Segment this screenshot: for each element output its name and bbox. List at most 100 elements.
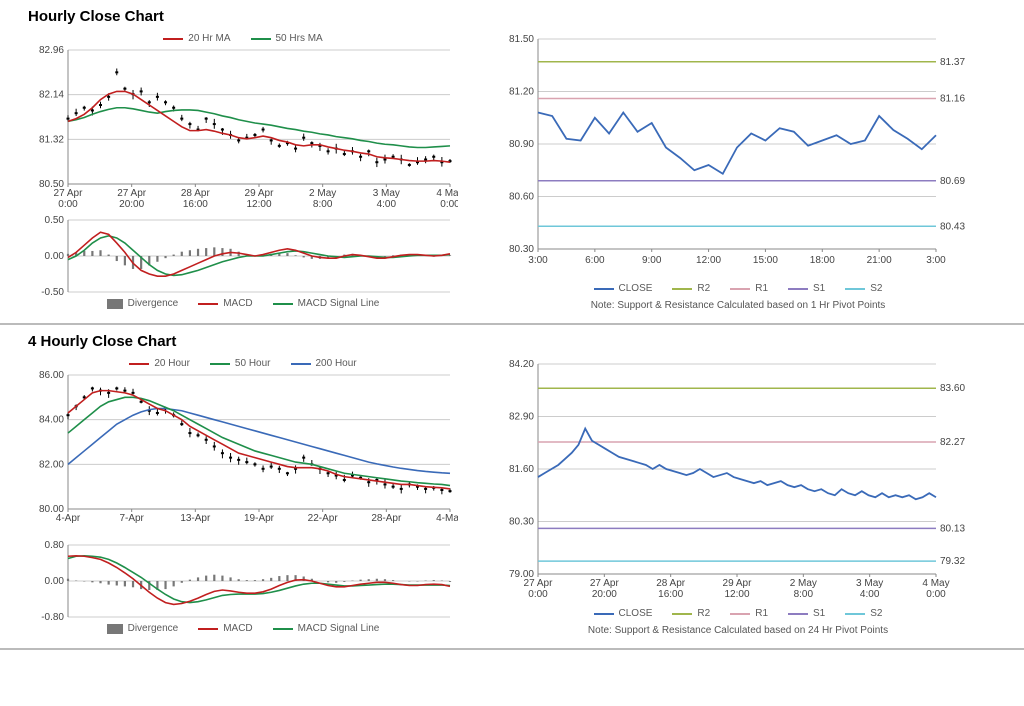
svg-text:4-Apr: 4-Apr [56, 513, 81, 524]
legend-item: MACD Signal Line [273, 298, 380, 309]
svg-text:8:00: 8:00 [313, 199, 333, 210]
svg-text:20:00: 20:00 [119, 199, 144, 210]
svg-text:3 May: 3 May [856, 578, 883, 589]
svg-text:27 Apr: 27 Apr [524, 578, 554, 589]
legend-swatch [730, 613, 750, 615]
svg-text:82.00: 82.00 [39, 459, 64, 470]
svg-text:9:00: 9:00 [642, 255, 662, 266]
svg-text:27 Apr: 27 Apr [117, 188, 147, 199]
svg-text:16:00: 16:00 [183, 199, 208, 210]
legend-label: MACD Signal Line [298, 623, 380, 634]
svg-text:27 Apr: 27 Apr [590, 578, 620, 589]
svg-text:15:00: 15:00 [753, 255, 778, 266]
legend-label: CLOSE [619, 608, 653, 619]
legend-item: 200 Hour [291, 358, 357, 369]
hourly-macd-legend: DivergenceMACDMACD Signal Line [28, 296, 458, 311]
legend-item: S2 [845, 283, 882, 294]
svg-text:8:00: 8:00 [794, 589, 814, 600]
svg-text:3:00: 3:00 [528, 255, 548, 266]
svg-text:84.20: 84.20 [509, 359, 534, 370]
four-hourly-panel: 4 Hourly Close Chart 20 Hour50 Hour200 H… [0, 325, 1024, 650]
svg-text:6:00: 6:00 [585, 255, 605, 266]
legend-item: MACD Signal Line [273, 623, 380, 634]
legend-swatch [251, 38, 271, 40]
hourly-sr-chart: 80.3080.6080.9081.2081.503:006:009:0012:… [498, 31, 978, 281]
legend-swatch [273, 303, 293, 305]
legend-item: 50 Hrs MA [251, 33, 323, 44]
svg-text:16:00: 16:00 [658, 589, 683, 600]
svg-text:81.60: 81.60 [509, 464, 534, 475]
four-hourly-title: 4 Hourly Close Chart [28, 333, 1018, 350]
legend-label: MACD [223, 623, 252, 634]
svg-text:13-Apr: 13-Apr [180, 513, 211, 524]
legend-item: MACD [198, 623, 252, 634]
legend-item: 20 Hour [129, 358, 190, 369]
hourly-main-legend: 20 Hr MA 50 Hrs MA [28, 31, 458, 46]
legend-swatch [107, 624, 123, 634]
svg-text:0.00: 0.00 [45, 576, 65, 587]
svg-text:21:00: 21:00 [867, 255, 892, 266]
legend-item: 20 Hr MA [163, 33, 230, 44]
svg-text:82.90: 82.90 [509, 412, 534, 423]
svg-text:29 Apr: 29 Apr [723, 578, 753, 589]
legend-label: S2 [870, 608, 882, 619]
legend-item: R2 [672, 283, 710, 294]
svg-text:81.20: 81.20 [509, 87, 534, 98]
svg-text:82.14: 82.14 [39, 90, 64, 101]
svg-text:79.32: 79.32 [940, 556, 965, 567]
svg-text:80.69: 80.69 [940, 176, 965, 187]
hourly-main-chart: 80.5081.3282.1482.9627 Apr0:0027 Apr20:0… [28, 46, 458, 216]
svg-text:12:00: 12:00 [696, 255, 721, 266]
svg-text:81.16: 81.16 [940, 94, 965, 105]
hourly-sr-note: Note: Support & Resistance Calculated ba… [498, 300, 978, 311]
legend-swatch [730, 288, 750, 290]
four-hourly-macd-chart: -0.800.000.80 [28, 541, 458, 621]
legend-label: 50 Hrs MA [276, 33, 323, 44]
svg-text:82.27: 82.27 [940, 437, 965, 448]
svg-text:0:00: 0:00 [926, 589, 946, 600]
svg-text:18:00: 18:00 [810, 255, 835, 266]
hourly-row: 20 Hr MA 50 Hrs MA 80.5081.3282.1482.9627… [28, 31, 1018, 311]
svg-text:80.30: 80.30 [509, 244, 534, 255]
legend-swatch [107, 299, 123, 309]
legend-label: S2 [870, 283, 882, 294]
svg-text:0:00: 0:00 [58, 199, 78, 210]
legend-label: 20 Hr MA [188, 33, 230, 44]
svg-text:81.37: 81.37 [940, 57, 965, 68]
four-hourly-main-chart: 80.0082.0084.0086.004-Apr7-Apr13-Apr19-A… [28, 371, 458, 541]
svg-text:19-Apr: 19-Apr [244, 513, 275, 524]
legend-label: R2 [697, 283, 710, 294]
svg-text:2 May: 2 May [790, 578, 817, 589]
legend-label: R1 [755, 283, 768, 294]
svg-text:80.90: 80.90 [509, 139, 534, 150]
legend-item: R1 [730, 608, 768, 619]
four-hourly-main-legend: 20 Hour50 Hour200 Hour [28, 356, 458, 371]
hourly-right-col: 80.3080.6080.9081.2081.503:006:009:0012:… [498, 31, 978, 311]
svg-text:28 Apr: 28 Apr [656, 578, 686, 589]
legend-label: Divergence [128, 298, 179, 309]
svg-text:80.30: 80.30 [509, 517, 534, 528]
legend-item: Divergence [107, 623, 179, 634]
svg-text:0:00: 0:00 [528, 589, 548, 600]
svg-text:28-Apr: 28-Apr [371, 513, 402, 524]
svg-text:4:00: 4:00 [860, 589, 880, 600]
svg-text:3 May: 3 May [373, 188, 400, 199]
svg-text:4-May: 4-May [436, 513, 458, 524]
four-hourly-row: 20 Hour50 Hour200 Hour 80.0082.0084.0086… [28, 356, 1018, 636]
legend-swatch [594, 288, 614, 290]
legend-swatch [672, 613, 692, 615]
svg-text:80.60: 80.60 [509, 192, 534, 203]
svg-text:83.60: 83.60 [940, 383, 965, 394]
legend-swatch [210, 363, 230, 365]
legend-swatch [198, 303, 218, 305]
legend-item: CLOSE [594, 608, 653, 619]
legend-swatch [129, 363, 149, 365]
svg-text:27 Apr: 27 Apr [54, 188, 84, 199]
legend-label: 200 Hour [316, 358, 357, 369]
legend-item: S1 [788, 608, 825, 619]
svg-text:80.43: 80.43 [940, 221, 965, 232]
svg-text:22-Apr: 22-Apr [308, 513, 339, 524]
svg-text:3:00: 3:00 [926, 255, 946, 266]
svg-text:86.00: 86.00 [39, 371, 64, 381]
svg-text:20:00: 20:00 [592, 589, 617, 600]
